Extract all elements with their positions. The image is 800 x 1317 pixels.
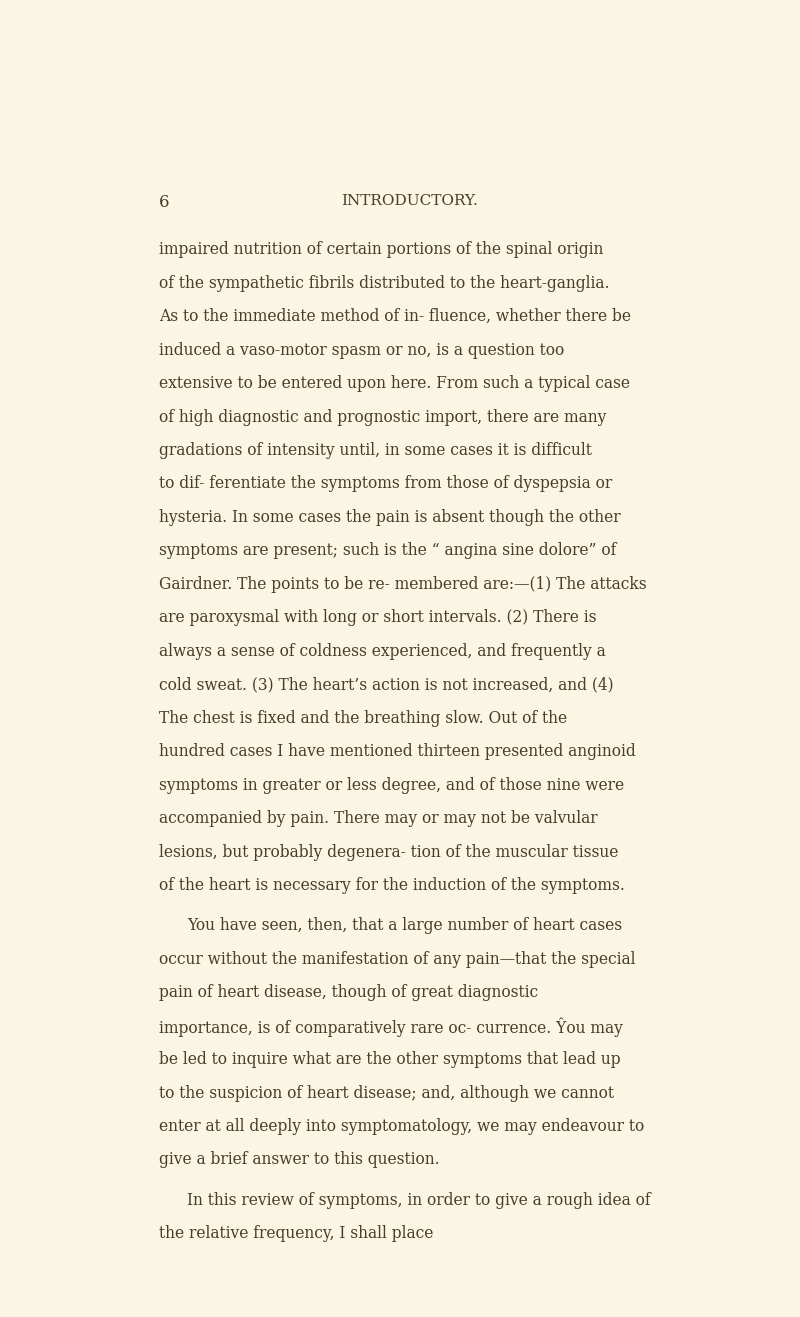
Text: In this review of symptoms, in order to give a rough idea of: In this review of symptoms, in order to … (187, 1192, 650, 1209)
Text: of high diagnostic and prognostic import, there are many: of high diagnostic and prognostic import… (159, 408, 606, 425)
Text: enter at all deeply into symptomatology, we may endeavour to: enter at all deeply into symptomatology,… (159, 1118, 644, 1135)
Text: accompanied by pain. There may or may not be valvular: accompanied by pain. There may or may no… (159, 810, 598, 827)
Text: You have seen, then, that a large number of heart cases: You have seen, then, that a large number… (187, 917, 622, 934)
Text: gradations of intensity until, in some cases it is difficult: gradations of intensity until, in some c… (159, 443, 592, 460)
Text: be led to inquire what are the other symptoms that lead up: be led to inquire what are the other sym… (159, 1051, 621, 1068)
Text: The chest is fixed and the breathing slow. Out of the: The chest is fixed and the breathing slo… (159, 710, 567, 727)
Text: of the heart is necessary for the induction of the symptoms.: of the heart is necessary for the induct… (159, 877, 625, 894)
Text: INTRODUCTORY.: INTRODUCTORY. (342, 194, 478, 208)
Text: hundred cases I have mentioned thirteen presented anginoid: hundred cases I have mentioned thirteen … (159, 743, 636, 760)
Text: lesions, but probably degenera- tion of the muscular tissue: lesions, but probably degenera- tion of … (159, 844, 618, 860)
Text: give a brief answer to this question.: give a brief answer to this question. (159, 1151, 439, 1168)
Text: pain of heart disease, though of great diagnostic: pain of heart disease, though of great d… (159, 984, 538, 1001)
Text: to dif- ferentiate the symptoms from those of dyspepsia or: to dif- ferentiate the symptoms from tho… (159, 475, 612, 493)
Text: symptoms are present; such is the “ angina sine dolore” of: symptoms are present; such is the “ angi… (159, 543, 616, 560)
Text: of the sympathetic fibrils distributed to the heart-ganglia.: of the sympathetic fibrils distributed t… (159, 275, 610, 291)
Text: always a sense of coldness experienced, and frequently a: always a sense of coldness experienced, … (159, 643, 606, 660)
Text: cold sweat. (3) The heart’s action is not increased, and (4): cold sweat. (3) The heart’s action is no… (159, 676, 614, 693)
Text: Gairdner. The points to be re- membered are:—(1) The attacks: Gairdner. The points to be re- membered … (159, 576, 646, 593)
Text: to the suspicion of heart disease; and, although we cannot: to the suspicion of heart disease; and, … (159, 1084, 614, 1101)
Text: impaired nutrition of certain portions of the spinal origin: impaired nutrition of certain portions o… (159, 241, 603, 258)
Text: induced a vaso-motor spasm or no, is a question too: induced a vaso-motor spasm or no, is a q… (159, 341, 564, 358)
Text: symptoms in greater or less degree, and of those nine were: symptoms in greater or less degree, and … (159, 777, 624, 794)
Text: occur without the manifestation of any pain—that the special: occur without the manifestation of any p… (159, 951, 635, 968)
Text: hysteria. In some cases the pain is absent though the other: hysteria. In some cases the pain is abse… (159, 508, 621, 525)
Text: the relative frequency, I shall place: the relative frequency, I shall place (159, 1225, 434, 1242)
Text: importance, is of comparatively rare oc- currence. Ŷou may: importance, is of comparatively rare oc-… (159, 1018, 622, 1036)
Text: 6: 6 (159, 194, 170, 211)
Text: extensive to be entered upon here. From such a typical case: extensive to be entered upon here. From … (159, 375, 630, 392)
Text: are paroxysmal with long or short intervals. (2) There is: are paroxysmal with long or short interv… (159, 610, 596, 627)
Text: As to the immediate method of in- fluence, whether there be: As to the immediate method of in- fluenc… (159, 308, 631, 325)
